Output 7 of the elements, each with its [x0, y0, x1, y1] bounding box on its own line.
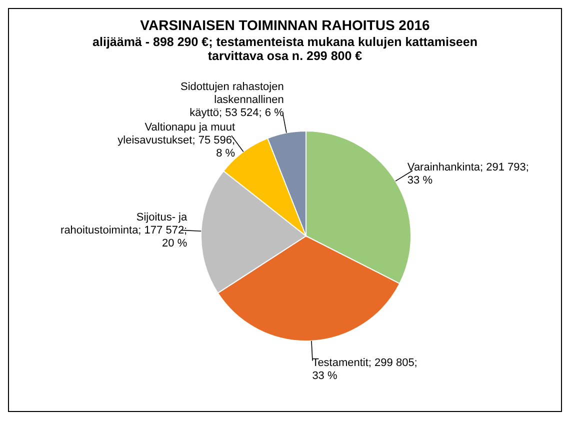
slice-label: Sidottujen rahastojen laskennallinen käyttö; 53 524; 6 % [180, 81, 284, 120]
slice-label: Testamentit; 299 805; 33 % [312, 356, 418, 382]
chart-title: VARSINAISEN TOIMINNAN RAHOITUS 2016 [139, 17, 431, 33]
chart-subtitle: alijäämä - 898 290 €; testamenteista mukana kulujen kattamiseen tarvittava osa n. 299 800 € [92, 35, 478, 63]
slice-label: Varainhankinta; 291 793; 33 % [407, 161, 529, 186]
slice-label: Sijoitus- ja rahoitustoiminta; 177 572; 20 % [60, 211, 188, 250]
slice-label: Valtionapu ja muut yleisavustukset; 75 596; 8 % [118, 121, 236, 160]
